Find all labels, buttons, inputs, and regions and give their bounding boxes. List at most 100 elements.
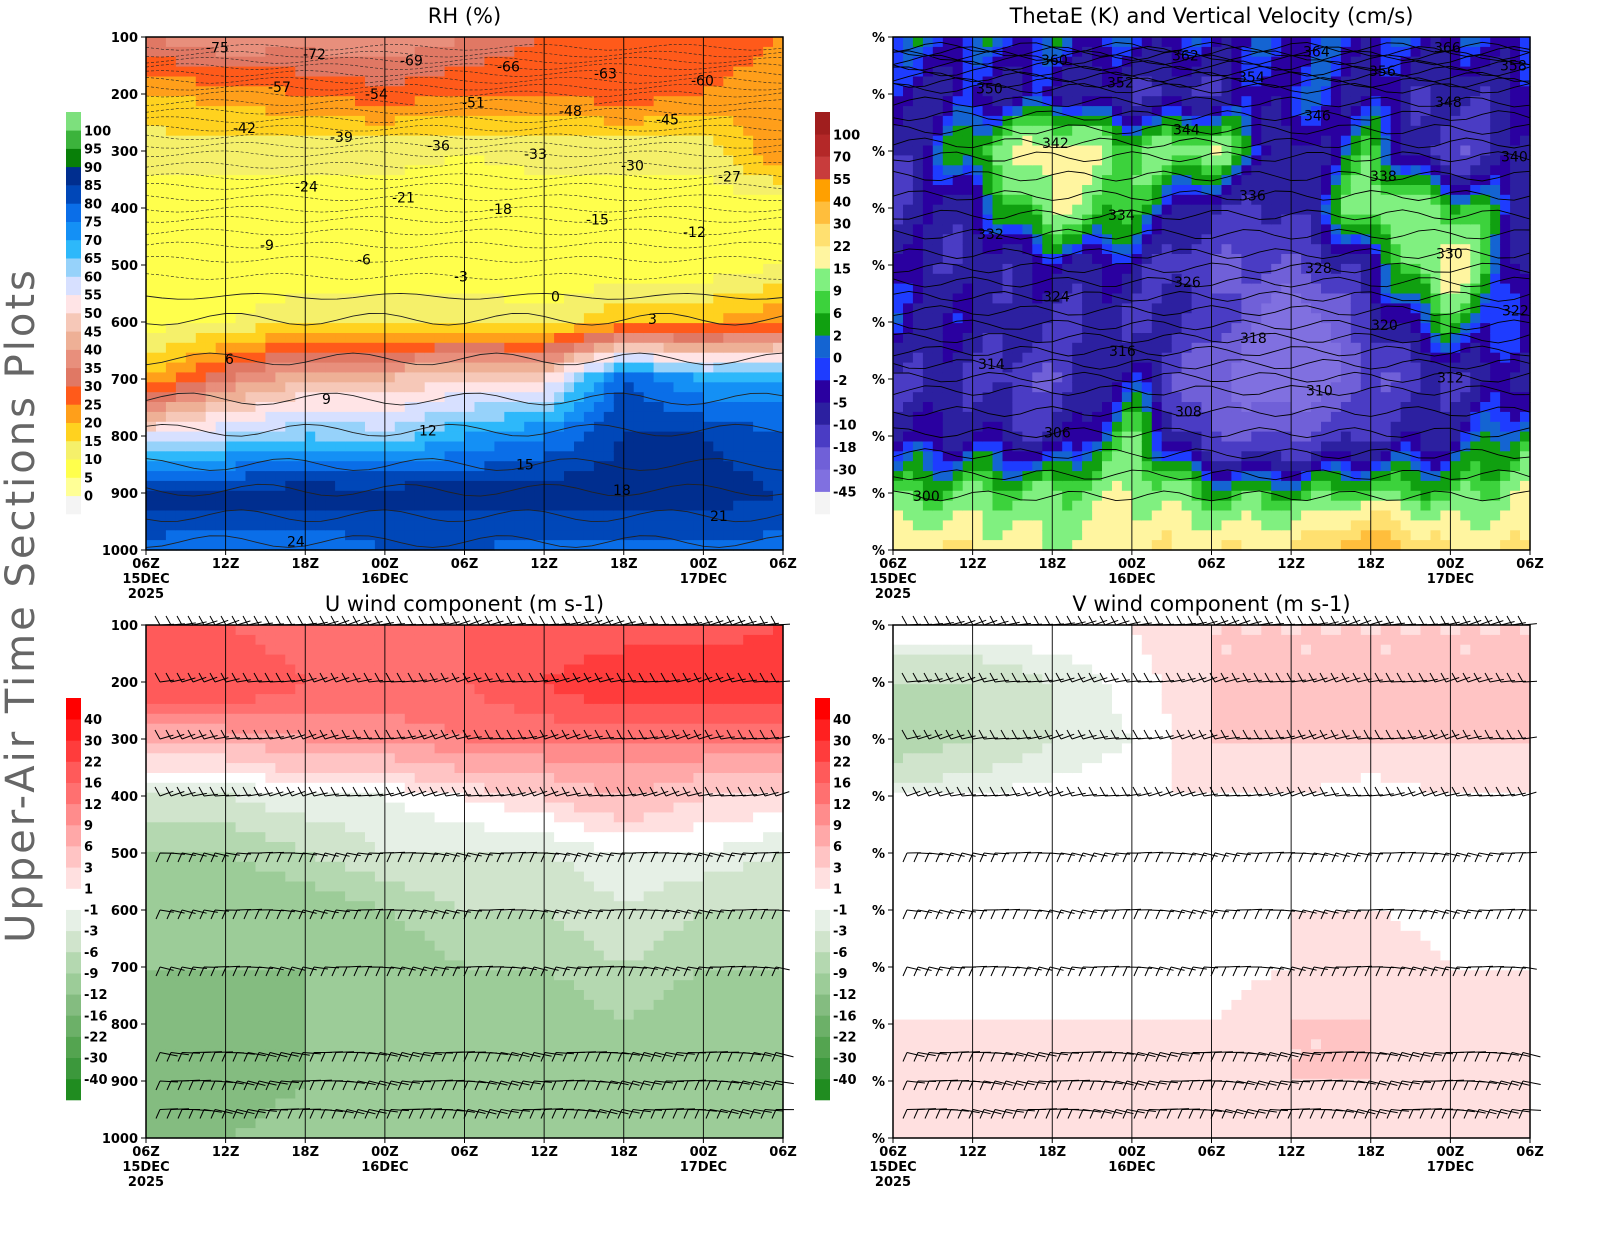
contour-cell xyxy=(713,57,724,67)
colorbar-label: 65 xyxy=(84,252,102,267)
contour-cell xyxy=(983,501,994,512)
colorbar-swatch xyxy=(66,295,81,314)
contour-cell xyxy=(415,264,426,275)
contour-cell xyxy=(395,343,406,354)
contour-cell xyxy=(634,491,645,502)
contour-cell xyxy=(1012,451,1023,462)
contour-cell xyxy=(953,185,964,196)
contour-cell xyxy=(594,96,605,107)
contour-cell xyxy=(604,530,615,541)
contour-cell xyxy=(723,343,734,354)
contour-cell xyxy=(355,442,366,453)
contour-cell xyxy=(176,530,187,541)
contour-cell xyxy=(395,323,406,334)
contour-cell xyxy=(713,333,724,344)
contour-cell xyxy=(206,96,217,107)
contour-cell xyxy=(644,363,655,374)
contour-cell xyxy=(973,205,984,216)
contour-cell xyxy=(733,96,744,107)
contour-cell xyxy=(534,234,545,245)
contour-cell xyxy=(1172,461,1183,472)
contour-cell xyxy=(494,520,505,531)
contour-cell xyxy=(743,530,754,541)
contour-cell xyxy=(385,323,396,334)
contour-cell xyxy=(315,96,326,107)
contour-cell xyxy=(246,294,257,305)
contour-cell xyxy=(256,96,267,107)
contour-cell xyxy=(295,471,306,482)
contour-cell xyxy=(1003,392,1014,403)
contour-cell xyxy=(156,106,167,117)
contour-cell xyxy=(305,363,316,374)
contour-cell xyxy=(1012,442,1023,453)
contour-cell xyxy=(634,540,645,551)
contour-cell xyxy=(1042,363,1053,374)
contour-cell xyxy=(743,155,754,166)
contour-cell xyxy=(923,422,934,433)
contour-cell xyxy=(684,274,695,285)
contour-cell xyxy=(604,264,615,275)
contour-cell xyxy=(256,294,267,305)
contour-cell xyxy=(345,86,356,97)
contour-cell xyxy=(743,461,754,472)
contour-cell xyxy=(1062,540,1073,551)
contour-cell xyxy=(1102,146,1113,157)
contour-cell xyxy=(664,511,675,522)
contour-cell xyxy=(295,501,306,512)
contour-cell xyxy=(455,185,466,196)
contour-cell xyxy=(624,343,635,354)
contour-cell xyxy=(624,254,635,265)
contour-cell xyxy=(504,77,515,88)
contour-cell xyxy=(693,323,704,334)
contour-cell xyxy=(903,333,914,344)
contour-cell xyxy=(355,284,366,295)
contour-cell xyxy=(973,126,984,137)
contour-cell xyxy=(923,412,934,423)
contour-cell xyxy=(1012,323,1023,334)
contour-cell xyxy=(265,146,276,157)
contour-cell xyxy=(494,37,505,48)
contour-cell xyxy=(415,77,426,88)
contour-cell xyxy=(166,313,177,324)
contour-cell xyxy=(993,382,1004,393)
contour-cell xyxy=(355,372,366,383)
contour-cell xyxy=(1003,402,1014,413)
contour-cell xyxy=(684,155,695,166)
contour-cell xyxy=(953,363,964,374)
contour-cell xyxy=(693,501,704,512)
contour-cell xyxy=(524,195,535,206)
contour-cell xyxy=(1022,451,1033,462)
contour-cell xyxy=(654,77,665,88)
contour-cell xyxy=(475,481,486,492)
contour-cell xyxy=(723,412,734,423)
contour-cell xyxy=(425,501,436,512)
x-tick-label: 00Z xyxy=(690,557,718,572)
contour-cell xyxy=(196,481,207,492)
contour-cell xyxy=(733,195,744,206)
contour-cell xyxy=(156,116,167,127)
contour-cell xyxy=(554,353,565,364)
contour-cell xyxy=(773,451,784,462)
contour-cell xyxy=(305,402,316,413)
contour-cell xyxy=(933,224,944,235)
contour-cell xyxy=(1092,77,1103,88)
contour-cell xyxy=(753,215,764,226)
contour-cell xyxy=(763,284,774,295)
contour-cell xyxy=(335,47,346,58)
contour-cell xyxy=(484,77,495,88)
contour-cell xyxy=(305,372,316,383)
contour-cell xyxy=(1132,442,1143,453)
contour-cell xyxy=(534,323,545,334)
contour-cell xyxy=(923,37,934,48)
contour-cell xyxy=(445,313,456,324)
contour-cell xyxy=(385,175,396,186)
contour-cell xyxy=(355,303,366,314)
contour-cell xyxy=(425,264,436,275)
contour-cell xyxy=(504,343,515,354)
contour-cell xyxy=(405,501,416,512)
contour-cell xyxy=(405,155,416,166)
contour-cell xyxy=(236,540,247,551)
contour-cell xyxy=(1122,422,1133,433)
contour-cell xyxy=(773,284,784,295)
contour-cell xyxy=(1042,205,1053,216)
